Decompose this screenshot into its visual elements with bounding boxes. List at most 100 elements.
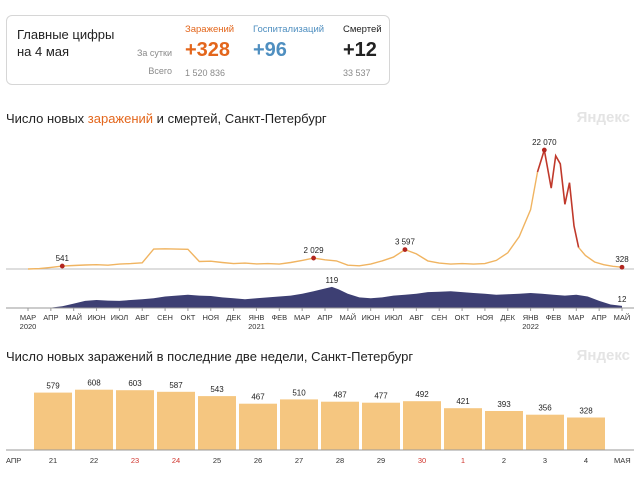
bar <box>75 389 113 450</box>
x-tick-label: ИЮН <box>361 313 379 322</box>
bar <box>116 390 154 450</box>
x-tick-label: МАР <box>294 313 310 322</box>
cases-peak-marker <box>311 255 316 261</box>
bar <box>157 391 195 450</box>
bar-value-label: 421 <box>456 397 470 406</box>
bar-category-label: 23 <box>131 456 139 465</box>
deaths-data-label: 12 <box>618 295 627 304</box>
bar <box>198 396 236 450</box>
bar-category-label: 21 <box>49 456 57 465</box>
deaths-data-label: 119 <box>325 276 338 285</box>
bar-value-label: 543 <box>210 385 224 394</box>
x-tick-label: МАЙ <box>340 313 357 322</box>
cases-line-peak <box>536 149 580 248</box>
x-tick-label: МАЙ <box>614 313 631 322</box>
x-tick-label: ИЮЛ <box>385 313 403 322</box>
bar <box>485 411 523 450</box>
bar <box>362 402 400 450</box>
yandex-logo-2: Яндекс <box>576 347 630 364</box>
summary-title: Главные цифры на 4 мая <box>17 27 115 59</box>
bar-category-label: 1 <box>461 456 465 465</box>
bar-value-label: 510 <box>292 388 306 397</box>
x-tick-label: ИЮЛ <box>111 313 129 322</box>
month-label-right: МАЯ <box>614 456 631 465</box>
bar <box>403 401 441 450</box>
x-tick-label: ИЮН <box>87 313 105 322</box>
stat-deaths-label: Смертей <box>343 24 382 35</box>
x-tick-label: ДЕК <box>226 313 241 322</box>
chart1-title-prefix: Число новых <box>6 111 88 126</box>
x-tick-label: АПР <box>591 313 606 322</box>
bar-value-label: 608 <box>87 379 101 388</box>
bar-category-label: 30 <box>418 456 426 465</box>
bar <box>444 408 482 450</box>
bar <box>34 392 72 450</box>
x-tick-label: ФЕВ <box>271 313 287 322</box>
chart1-title-suffix: , Санкт-Петербург <box>217 111 327 126</box>
cases-data-label: 541 <box>56 254 70 263</box>
bar-category-label: 27 <box>295 456 303 465</box>
x-tick-label: СЕН <box>157 313 173 322</box>
cases-data-label: 22 070 <box>532 138 557 147</box>
cases-line <box>27 171 539 270</box>
stat-hosp-daily: +96 <box>253 39 287 61</box>
bar-category-label: 3 <box>543 456 547 465</box>
bar-value-label: 393 <box>497 400 511 409</box>
x-tick-label: ЯНВ <box>523 313 539 322</box>
chart1-title: Число новых заражений и смертей, Санкт-П… <box>6 111 327 126</box>
x-tick-label: НОЯ <box>203 313 220 322</box>
cases-peak-marker <box>402 247 408 253</box>
summary-card: Главные цифры на 4 мая За сутки Всего За… <box>6 15 390 85</box>
bar-value-label: 587 <box>169 381 183 390</box>
bar-category-label: 26 <box>254 456 262 465</box>
x-tick-label: ДЕК <box>501 313 516 322</box>
bar-value-label: 328 <box>579 407 593 416</box>
bar-value-label: 477 <box>374 392 388 401</box>
x-tick-label: НОЯ <box>477 313 494 322</box>
stat-hosp-label: Госпитализаций <box>253 24 325 35</box>
bar-category-label: 29 <box>377 456 385 465</box>
bar <box>239 403 277 450</box>
chart2-svg: 5792160822603235872454325467265102748728… <box>6 379 634 465</box>
x-tick-label: ФЕВ <box>546 313 562 322</box>
cases-peak-marker <box>59 263 65 269</box>
stat-deaths-total: 33 537 <box>343 68 371 78</box>
bar-category-label: 28 <box>336 456 344 465</box>
deaths-area <box>28 286 622 308</box>
cases-data-label: 328 <box>615 255 629 264</box>
bar-category-label: 4 <box>584 456 588 465</box>
bar-category-label: 22 <box>90 456 98 465</box>
stat-cases-total: 1 520 836 <box>185 68 226 78</box>
x-tick-label: АПР <box>43 313 58 322</box>
bar-category-label: 25 <box>213 456 221 465</box>
stat-cases: Заражений +328 1 520 836 <box>185 24 234 78</box>
x-tick-label: МАР <box>20 313 36 322</box>
stat-hosp: Госпитализаций +96 <box>253 24 324 62</box>
bar <box>321 401 359 450</box>
stat-cases-daily: +328 <box>185 39 231 61</box>
chart1-title-middle: и <box>153 111 168 126</box>
x-tick-label: АВГ <box>409 313 423 322</box>
bar-value-label: 603 <box>128 379 142 388</box>
bar-value-label: 492 <box>415 390 429 399</box>
yandex-logo-1: Яндекс <box>576 109 630 126</box>
x-tick-label: ЯНВ <box>249 313 265 322</box>
bar-value-label: 467 <box>251 393 265 402</box>
x-tick-label: ОКТ <box>455 313 470 322</box>
x-tick-label: ОКТ <box>181 313 196 322</box>
bar-category-label: 24 <box>172 456 180 465</box>
bar-value-label: 579 <box>46 382 60 391</box>
cases-peak-marker <box>619 264 625 270</box>
bar <box>567 417 605 450</box>
stat-deaths: Смертей +12 33 537 <box>343 24 382 78</box>
chart1-svg: 541 2 029 3 597 22 070 328 119 12 МАР АПР МАЙ ИЮН И… <box>6 138 634 331</box>
bar-value-label: 487 <box>333 391 347 400</box>
bar-category-label: 2 <box>502 456 506 465</box>
row-label-total: Всего <box>148 66 172 76</box>
bar <box>526 414 564 450</box>
x-tick-label: АПР <box>317 313 332 322</box>
stat-deaths-daily: +12 <box>343 39 377 61</box>
cases-peak-marker <box>541 147 547 153</box>
x-tick-label: АВГ <box>135 313 149 322</box>
x-tick-year: 2021 <box>248 322 265 331</box>
